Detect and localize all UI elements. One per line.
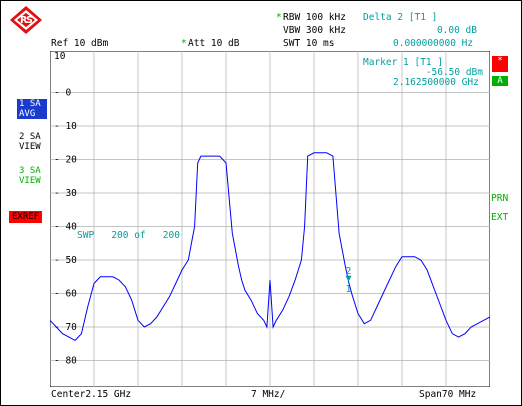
delta-title: Delta 2 [T1 ] [363,12,438,23]
swt-setting[interactable]: SWT 10 ms [283,38,335,49]
star-badge: * [492,56,508,72]
y-tick-label: - 10 [54,121,77,132]
y-tick-label: - 70 [54,322,77,333]
trace3-label: 3 SA [19,166,41,176]
trace1-label: 1 SA [19,99,41,109]
marker1-title: Marker 1 [T1 ] [363,57,444,68]
a-badge: A [492,76,508,86]
span-per-div: 7 MHz/ [251,389,286,400]
y-tick-label: - 0 [54,88,71,99]
grid-lines [50,51,490,387]
sweep-counter: SWP 200 of 200 [77,230,180,241]
marker-1-label: 1 [346,284,352,295]
trace3-mode: VIEW [19,176,41,186]
svg-text:R: R [20,15,28,26]
spectrum-graph[interactable]: 10- 0- 10- 20- 30- 40- 50- 60- 70- 80 21 [50,51,490,387]
marker1-freq: 2.162500000 GHz [393,77,479,88]
vbw-setting[interactable]: VBW 300 kHz [283,25,346,36]
y-tick-label: - 20 [54,155,77,166]
exref-badge: EXREF [9,211,43,223]
marker-triangle [345,275,352,282]
y-tick-label: - 80 [54,356,77,367]
trace2-view-label[interactable]: 2 SA VIEW [17,132,43,152]
y-axis-tick-labels: 10 - 0 - 10 - 20 - 30 - 40 - 50 - 60 - 70 - 80 [54,51,77,367]
trace1-mode: AVG [19,109,36,119]
trace2-label: 2 SA [19,132,41,142]
y-tick-label: - 60 [54,289,77,300]
y-tick-label: 10 [54,51,66,62]
rbw-setting[interactable]: RBW 100 kHz [283,12,346,23]
trace2-mode: VIEW [19,142,41,152]
delta-level: 0.00 dB [436,25,477,36]
marker1-level: -56.50 dBm [425,67,483,78]
y-tick-label: - 50 [54,255,77,266]
rohde-schwarz-logo: R S [10,6,42,34]
delta-freq: 0.000000000 Hz [393,38,474,49]
y-tick-label: - 40 [54,222,77,233]
trace1-avg-badge[interactable]: 1 SA AVG [17,99,47,119]
att-star: * [181,38,187,49]
ref-level[interactable]: Ref 10 dBm [51,38,109,49]
y-tick-label: - 30 [54,188,77,199]
center-frequency[interactable]: Center2.15 GHz [51,389,132,400]
trace3-view-label[interactable]: 3 SA VIEW [17,166,43,186]
prn-indicator: PRN [491,193,509,204]
rbw-star: * [276,12,282,23]
span-setting[interactable]: Span70 MHz [419,389,477,400]
markers: 21 [345,266,352,295]
marker-2-label: 2 [346,266,352,277]
att-setting[interactable]: Att 10 dB [188,38,240,49]
trace-1-line [50,152,490,342]
ext-indicator: EXT [491,212,509,223]
svg-text:S: S [26,15,33,26]
